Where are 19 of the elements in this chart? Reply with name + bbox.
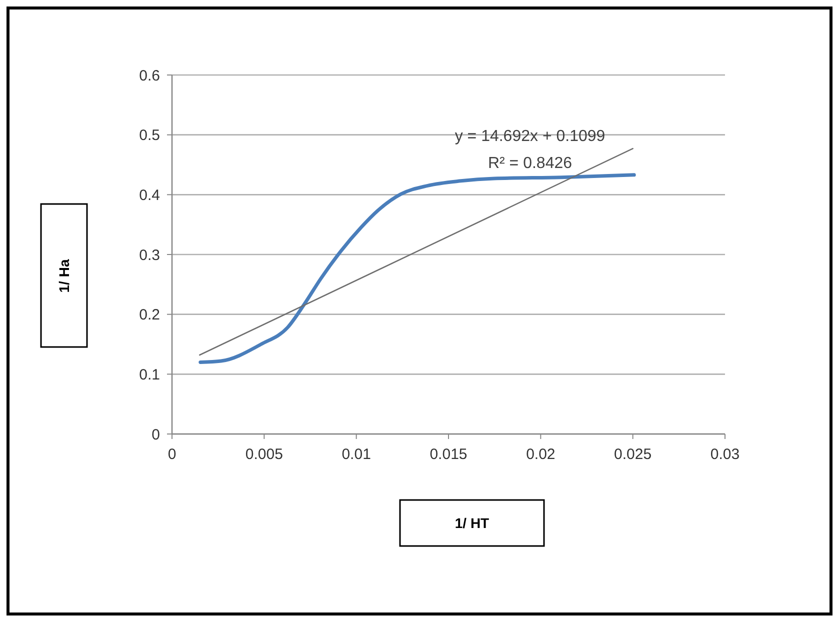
x-tick-label: 0 bbox=[168, 446, 176, 463]
x-axis-title: 1/ HT bbox=[454, 515, 490, 531]
y-tick-label: 0.2 bbox=[139, 306, 160, 324]
x-tick-label: 0.015 bbox=[430, 446, 468, 463]
x-tick-label: 0.03 bbox=[710, 446, 740, 463]
x-tick-label: 0.01 bbox=[342, 446, 371, 463]
annotation: R² = 0.8426 bbox=[488, 155, 572, 172]
x-tick-label: 0.025 bbox=[614, 446, 652, 463]
x-tick-label: 0.005 bbox=[245, 446, 283, 463]
y-tick-label: 0.4 bbox=[139, 186, 160, 204]
y-tick-label: 0.6 bbox=[139, 67, 160, 84]
annotation: y = 14.692x + 0.1099 bbox=[454, 128, 606, 145]
y-tick-label: 0 bbox=[152, 426, 160, 444]
y-tick-label: 0.3 bbox=[139, 246, 160, 264]
y-tick-label: 0.1 bbox=[139, 366, 160, 384]
y-axis-title: 1/ Ha bbox=[56, 259, 72, 293]
x-tick-label: 0.02 bbox=[526, 446, 556, 463]
line-series bbox=[198, 173, 636, 364]
y-tick-label: 0.5 bbox=[139, 127, 160, 144]
